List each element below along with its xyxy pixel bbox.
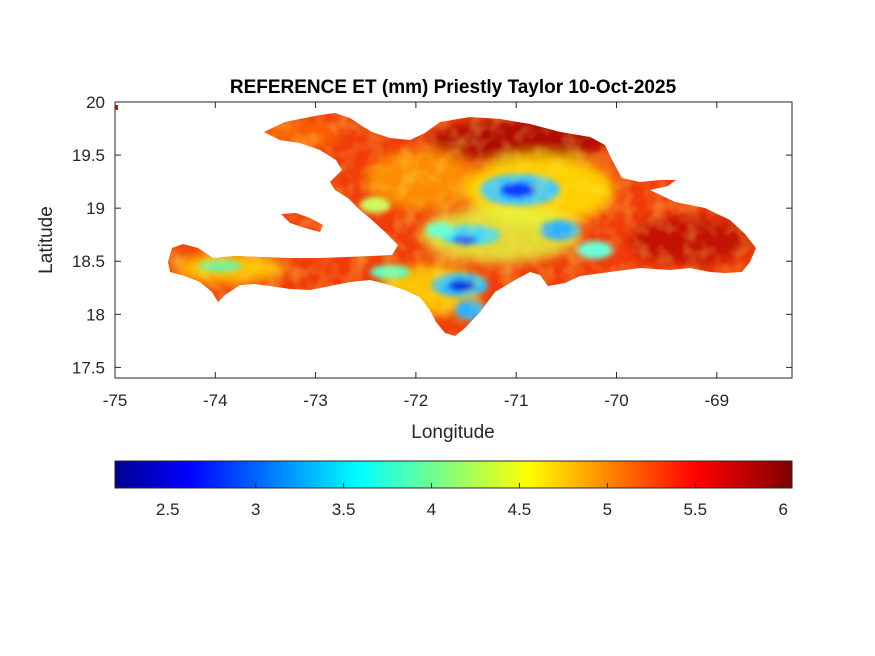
colorbar-tick-label: 3.5 — [332, 500, 356, 519]
y-tick-label: 19.5 — [72, 146, 105, 165]
colorbar-tick-label: 4.5 — [508, 500, 532, 519]
y-tick-label: 19 — [86, 199, 105, 218]
x-tick-label: -71 — [504, 391, 529, 410]
colorbar-tick-label: 3 — [251, 500, 260, 519]
colorbar-tick-label: 4 — [427, 500, 436, 519]
colorbar-tick-label: 5 — [603, 500, 612, 519]
x-axis: -75 -74 -73 -72 -71 -70 -69 — [103, 102, 729, 410]
y-axis: 17.5 18 18.5 19 19.5 20 — [72, 93, 792, 377]
colorbar — [114, 460, 793, 489]
x-tick-label: -69 — [704, 391, 729, 410]
x-tick-label: -70 — [604, 391, 629, 410]
colorbar-tick-label: 2.5 — [156, 500, 180, 519]
y-tick-label: 18 — [86, 305, 105, 324]
colorbar-ticks: 2.5 3 3.5 4 4.5 5 5.5 6 — [156, 483, 788, 519]
colorbar-tick-label: 5.5 — [683, 500, 707, 519]
y-tick-label: 18.5 — [72, 252, 105, 271]
x-axis-label: Longitude — [411, 422, 494, 443]
y-axis-label: Latitude — [36, 206, 57, 274]
x-tick-label: -74 — [203, 391, 228, 410]
x-tick-label: -72 — [404, 391, 429, 410]
y-tick-label: 17.5 — [72, 358, 105, 377]
colorbar-tick-label: 6 — [778, 500, 787, 519]
chart-title: REFERENCE ET (mm) Priestly Taylor 10-Oct… — [230, 77, 677, 98]
y-tick-label: 20 — [86, 93, 105, 112]
map-dot — [115, 105, 118, 110]
x-tick-label: -75 — [103, 391, 128, 410]
x-tick-label: -73 — [303, 391, 328, 410]
